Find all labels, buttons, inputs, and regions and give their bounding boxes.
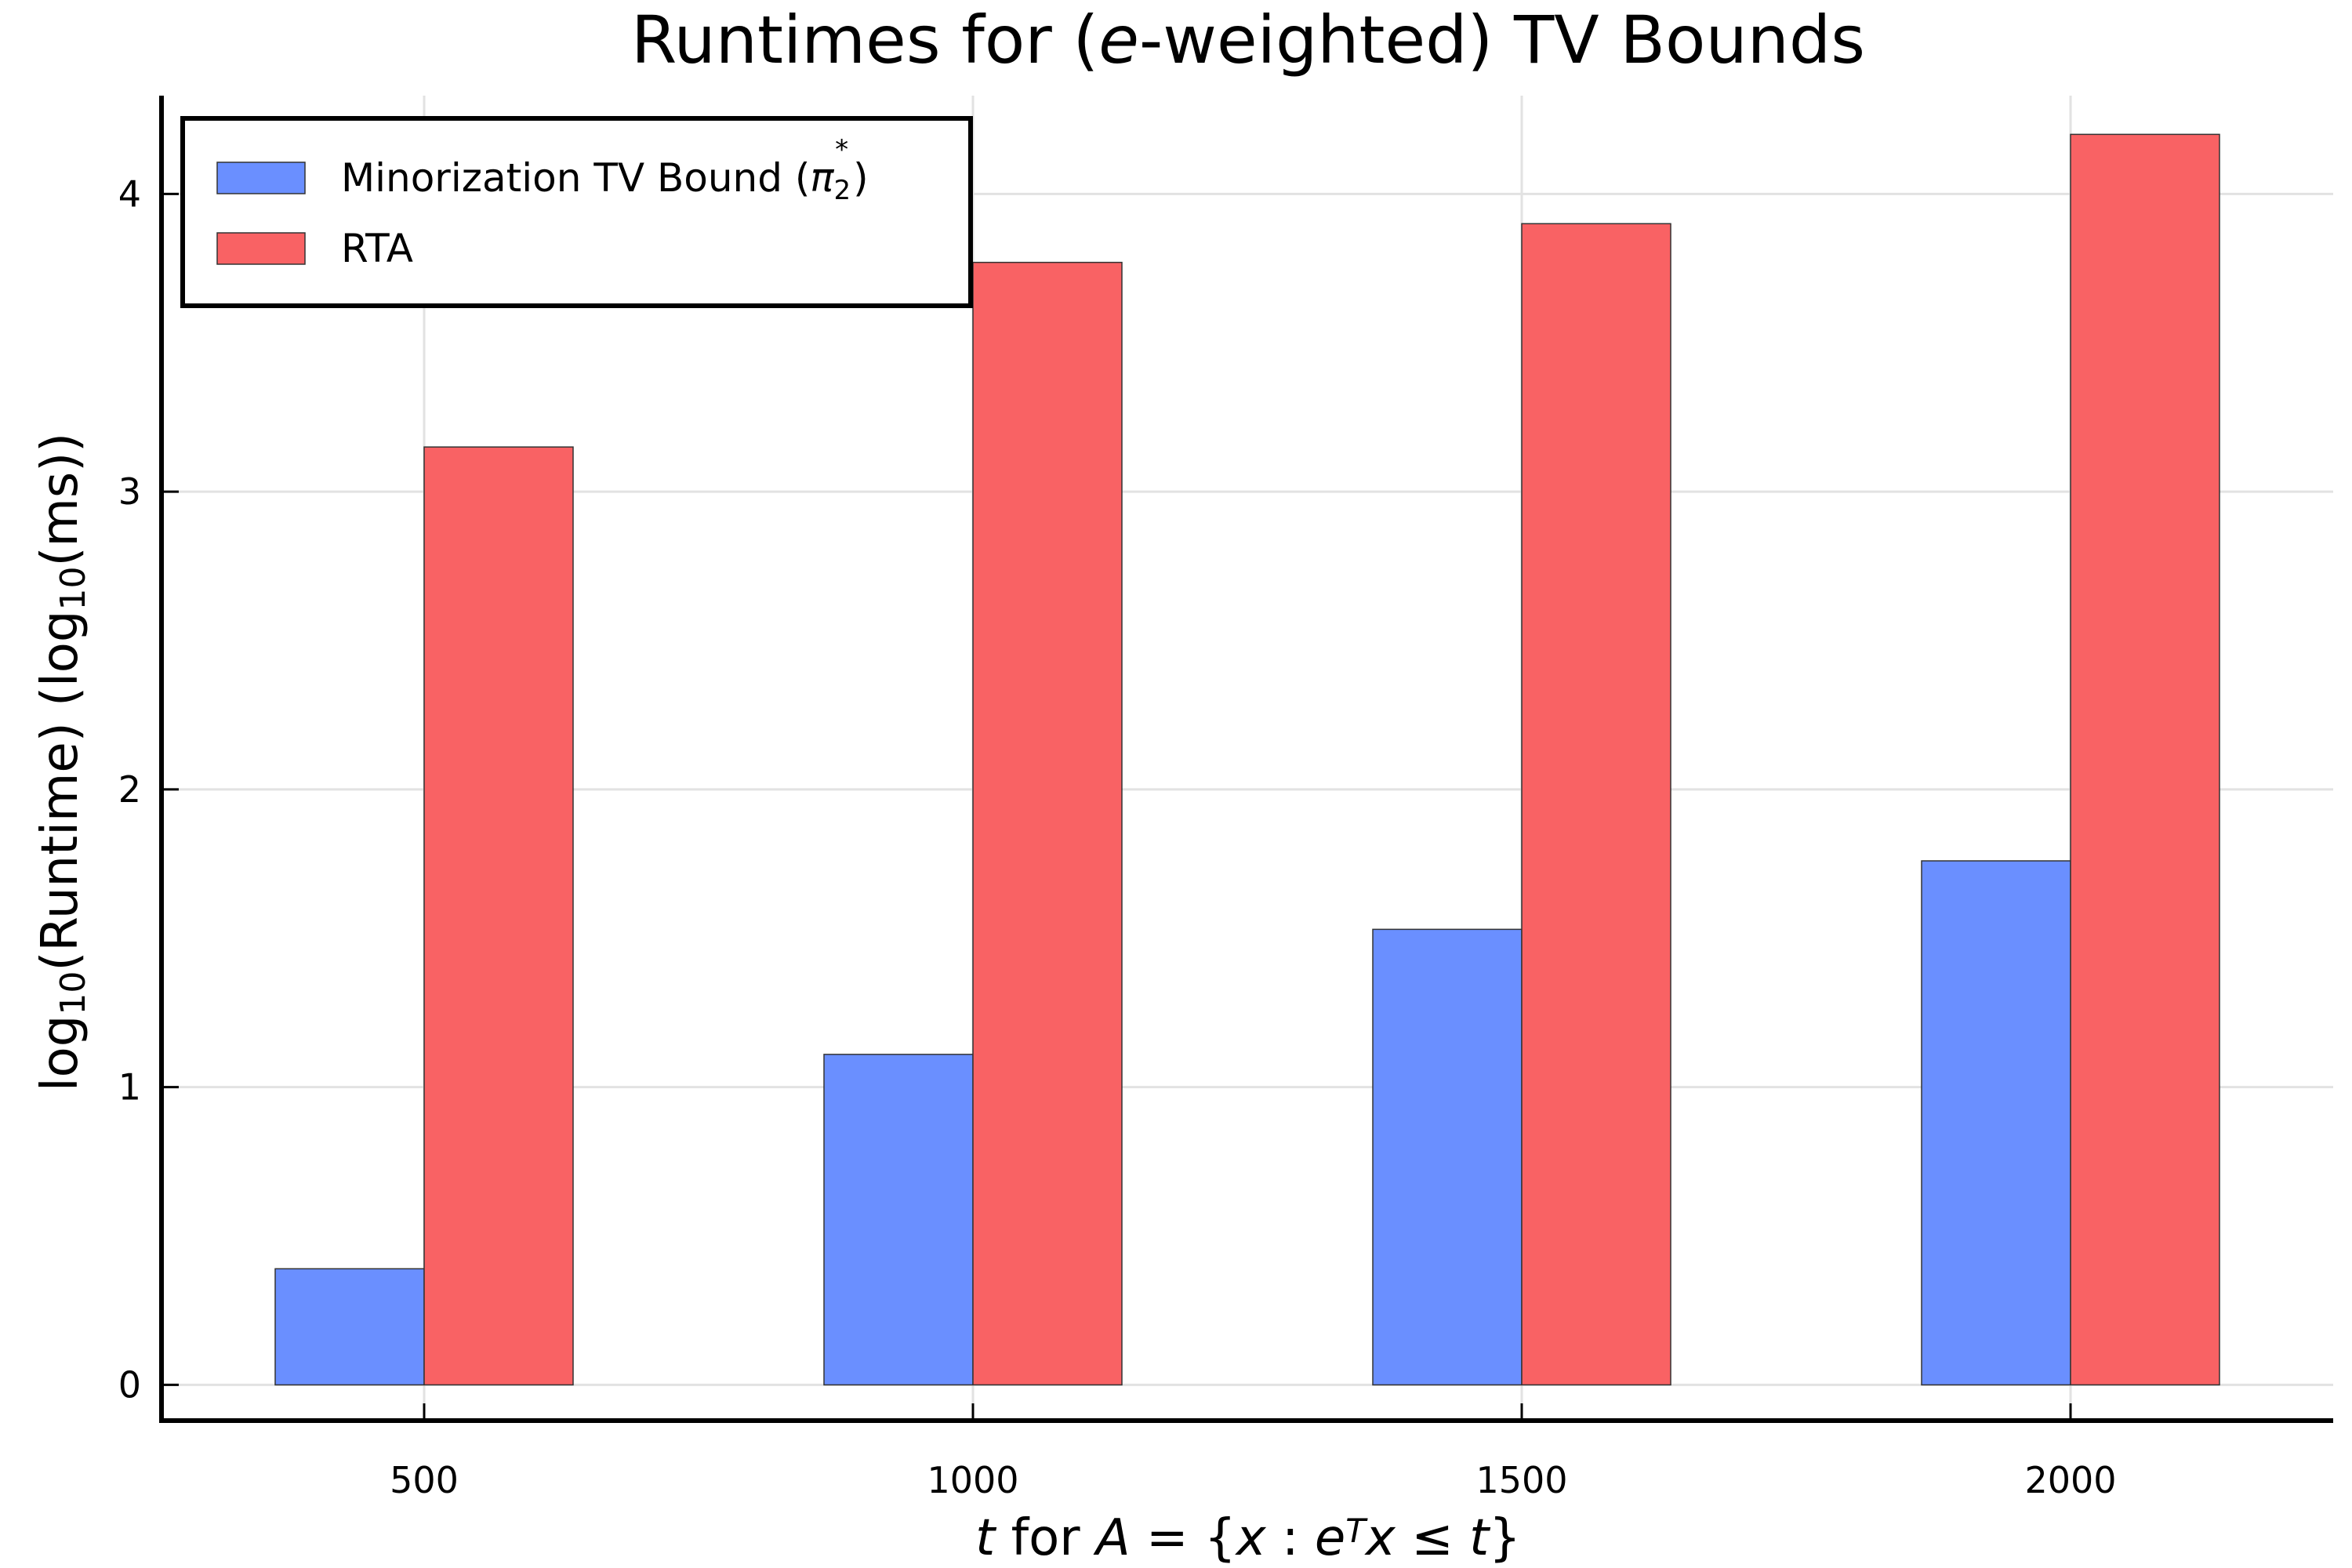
x-tick-label-1500: 1500 <box>1475 1459 1567 1501</box>
chart-title: Runtimes for (e-weighted) TV Bounds <box>631 2 1865 78</box>
y-ticks: 0 1 2 3 4 <box>118 172 179 1406</box>
legend-swatch-rta <box>216 232 306 265</box>
bar-rta-2000 <box>2070 133 2220 1386</box>
x-ticks: 500 1000 1500 2000 <box>390 1403 2117 1501</box>
y-tick-label-2: 2 <box>118 768 141 811</box>
bars <box>274 133 2220 1386</box>
bar-minorization-500 <box>274 1268 425 1386</box>
legend: Minorization TV Bound (π2*) RTA <box>180 116 973 308</box>
title-part-italic: e <box>1098 2 1139 78</box>
legend-swatch-minorization <box>216 162 306 194</box>
y-tick-label-4: 4 <box>118 172 141 215</box>
bar-minorization-1500 <box>1372 928 1523 1386</box>
legend-label-minorization: Minorization TV Bound (π2*) <box>341 134 869 206</box>
legend-box <box>180 116 973 308</box>
x-tick-label-1000: 1000 <box>927 1459 1018 1501</box>
x-tick-label-500: 500 <box>390 1459 459 1501</box>
legend-label-rta: RTA <box>341 226 413 271</box>
bar-minorization-2000 <box>1921 860 2071 1386</box>
bar-rta-1000 <box>972 261 1123 1386</box>
axes <box>159 96 2333 1423</box>
bar-rta-500 <box>423 446 574 1386</box>
y-tick-label-0: 0 <box>118 1363 141 1406</box>
x-tick-label-2000: 2000 <box>2024 1459 2116 1501</box>
bar-minorization-1000 <box>823 1054 974 1386</box>
title-part-after: -weighted) TV Bounds <box>1139 2 1865 78</box>
x-axis-label: t for A = {x : eTx ≤ t} <box>975 1509 1521 1567</box>
y-tick-label-1: 1 <box>118 1066 141 1109</box>
bar-rta-1500 <box>1521 223 1671 1386</box>
title-part-before: Runtimes for ( <box>631 2 1098 78</box>
y-tick-label-3: 3 <box>118 470 141 513</box>
y-axis-label: log10(Runtime) (log10(ms)) <box>31 433 93 1091</box>
